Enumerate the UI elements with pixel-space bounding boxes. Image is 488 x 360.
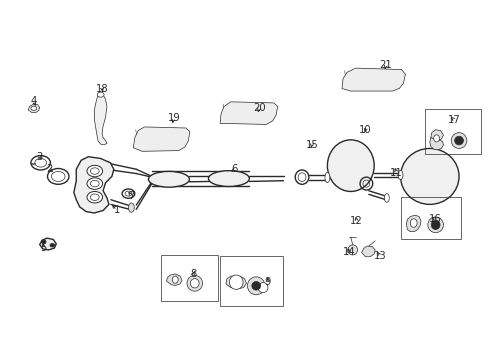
Polygon shape [430,130,443,140]
Ellipse shape [347,245,357,255]
Text: 2: 2 [46,164,53,174]
Polygon shape [361,246,374,257]
Ellipse shape [190,279,199,288]
Bar [220,256,282,306]
Circle shape [87,178,102,189]
Polygon shape [220,102,277,125]
Polygon shape [166,274,182,285]
Text: 6: 6 [231,164,238,174]
Ellipse shape [384,194,388,202]
Polygon shape [74,157,114,213]
Ellipse shape [400,148,458,204]
Polygon shape [406,215,420,231]
Circle shape [31,106,37,111]
Circle shape [87,165,102,177]
Ellipse shape [258,283,267,293]
Text: 1: 1 [113,206,120,216]
Text: 19: 19 [167,113,180,123]
Circle shape [97,92,104,97]
Text: 5: 5 [41,243,47,253]
Ellipse shape [327,140,373,192]
Polygon shape [341,68,405,91]
Text: 15: 15 [305,140,318,150]
Text: 17: 17 [447,115,460,125]
Ellipse shape [397,170,402,180]
Polygon shape [133,127,189,151]
Text: 12: 12 [349,216,362,226]
Ellipse shape [325,172,329,183]
Circle shape [50,243,55,247]
Text: 16: 16 [428,215,441,224]
Text: 18: 18 [96,84,108,94]
Polygon shape [429,138,443,150]
Polygon shape [225,276,246,289]
Polygon shape [28,104,40,113]
Circle shape [87,192,102,203]
Bar [160,255,218,301]
Text: 7: 7 [128,191,134,201]
Text: 13: 13 [373,251,386,261]
Ellipse shape [454,136,463,145]
Ellipse shape [430,220,439,229]
Ellipse shape [450,133,466,148]
Ellipse shape [186,275,202,291]
Ellipse shape [409,219,416,227]
Polygon shape [94,93,107,145]
Text: 11: 11 [389,168,402,178]
Text: 21: 21 [379,60,391,70]
Text: 14: 14 [342,247,355,257]
Ellipse shape [229,275,243,289]
Ellipse shape [427,217,443,233]
Text: 4: 4 [31,96,37,106]
Circle shape [41,240,46,243]
Ellipse shape [148,171,189,187]
Bar [424,109,480,154]
Ellipse shape [128,203,134,212]
Text: 20: 20 [252,103,265,113]
Text: 8: 8 [190,269,196,279]
Ellipse shape [251,282,260,290]
Ellipse shape [433,135,439,142]
Bar [400,197,461,239]
Ellipse shape [208,171,249,186]
Text: 10: 10 [358,125,371,135]
Polygon shape [40,238,56,250]
Text: 3: 3 [37,152,43,162]
Ellipse shape [247,277,264,295]
Ellipse shape [172,276,178,283]
Text: 9: 9 [264,277,270,287]
